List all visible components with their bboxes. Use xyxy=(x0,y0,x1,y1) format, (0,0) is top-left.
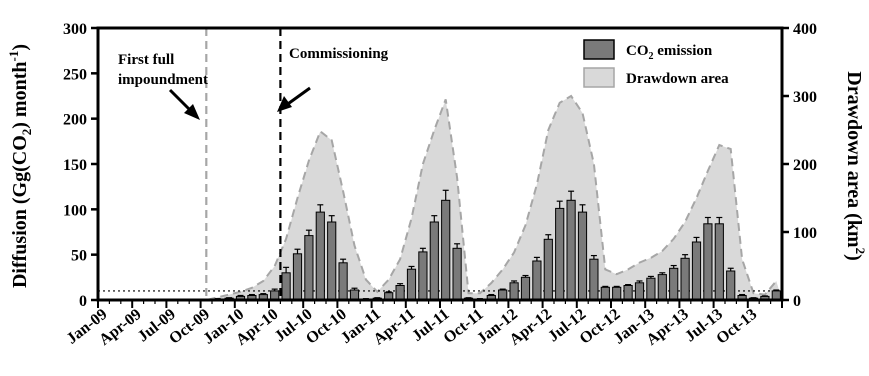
bar-co2-27 xyxy=(406,268,417,301)
bar-co2-19 xyxy=(315,211,325,301)
y-right-tick-label-0: 0 xyxy=(793,293,801,310)
bar-co2-46 xyxy=(623,285,633,301)
legend-swatch-drawdown xyxy=(583,67,615,88)
y-right-tick-label-400: 400 xyxy=(793,21,817,38)
bar-co2-42 xyxy=(577,211,588,301)
y-left-tick-label-300: 300 xyxy=(63,21,87,38)
bar-co2-36 xyxy=(509,282,519,301)
legend: CO2 emission Drawdown area xyxy=(583,39,729,88)
legend-swatch-co2 xyxy=(583,39,615,60)
y-axis-right-title: Drawdown area (km2) xyxy=(843,71,868,260)
annotations: First full impoundment Commissioning xyxy=(118,46,389,120)
bar-co2-51 xyxy=(680,257,690,301)
bar-co2-30 xyxy=(441,199,451,301)
arrow-first-impoundment xyxy=(168,88,200,120)
bar-co2-21 xyxy=(338,262,348,301)
bar-co2-17 xyxy=(292,253,303,301)
bar-co2-29 xyxy=(429,221,439,301)
y-left-tick-label-200: 200 xyxy=(63,112,87,129)
bar-co2-28 xyxy=(418,251,428,301)
y-right-tick-label-300: 300 xyxy=(793,89,817,106)
bar-co2-48 xyxy=(646,277,656,301)
bar-co2-38 xyxy=(532,260,542,301)
annotation-impoundment: impoundment xyxy=(118,72,208,88)
y-right-tick-label-200: 200 xyxy=(793,157,817,174)
legend-label-co2: CO2 emission xyxy=(626,43,713,62)
reference-lines xyxy=(98,28,782,300)
bar-co2-43 xyxy=(589,258,599,301)
bar-co2-50 xyxy=(669,267,679,301)
drawdown-area-layer xyxy=(98,94,782,301)
bar-co2-44 xyxy=(600,286,610,301)
bar-co2-16 xyxy=(281,272,291,301)
bar-co2-41 xyxy=(566,199,576,301)
legend-label-drawdown: Drawdown area xyxy=(626,71,729,87)
bar-co2-20 xyxy=(327,221,337,301)
drawdown-area-fill xyxy=(98,96,782,300)
y-left-tick-label-100: 100 xyxy=(63,202,87,219)
bar-co2-47 xyxy=(634,282,645,301)
bar-co2-37 xyxy=(520,276,531,301)
y-axis-left-title: Diffusion (Gg(CO2) month-1) xyxy=(6,44,34,288)
arrow-commissioning xyxy=(277,86,311,112)
bar-co2-31 xyxy=(452,247,462,301)
y-right-tick-label-100: 100 xyxy=(793,225,817,242)
bar-co2-54 xyxy=(714,223,724,301)
bar-co2-49 xyxy=(657,274,667,301)
drawdown-area-outline xyxy=(103,94,778,301)
annotation-commissioning: Commissioning xyxy=(289,46,389,62)
bar-co2-45 xyxy=(612,286,622,301)
bar-co2-53 xyxy=(703,223,713,301)
bar-co2-52 xyxy=(691,241,702,301)
bar-co2-55 xyxy=(726,270,736,301)
bar-co2-39 xyxy=(543,238,553,301)
annotation-first-full: First full xyxy=(118,52,174,68)
bar-co2-18 xyxy=(304,235,314,301)
y-left-tick-label-150: 150 xyxy=(63,157,87,174)
y-left-tick-label-250: 250 xyxy=(63,66,87,83)
y-left-tick-label-50: 50 xyxy=(71,248,87,265)
bar-co2-40 xyxy=(555,207,565,301)
bar-co2-26 xyxy=(395,285,405,301)
y-left-tick-label-0: 0 xyxy=(79,293,87,310)
